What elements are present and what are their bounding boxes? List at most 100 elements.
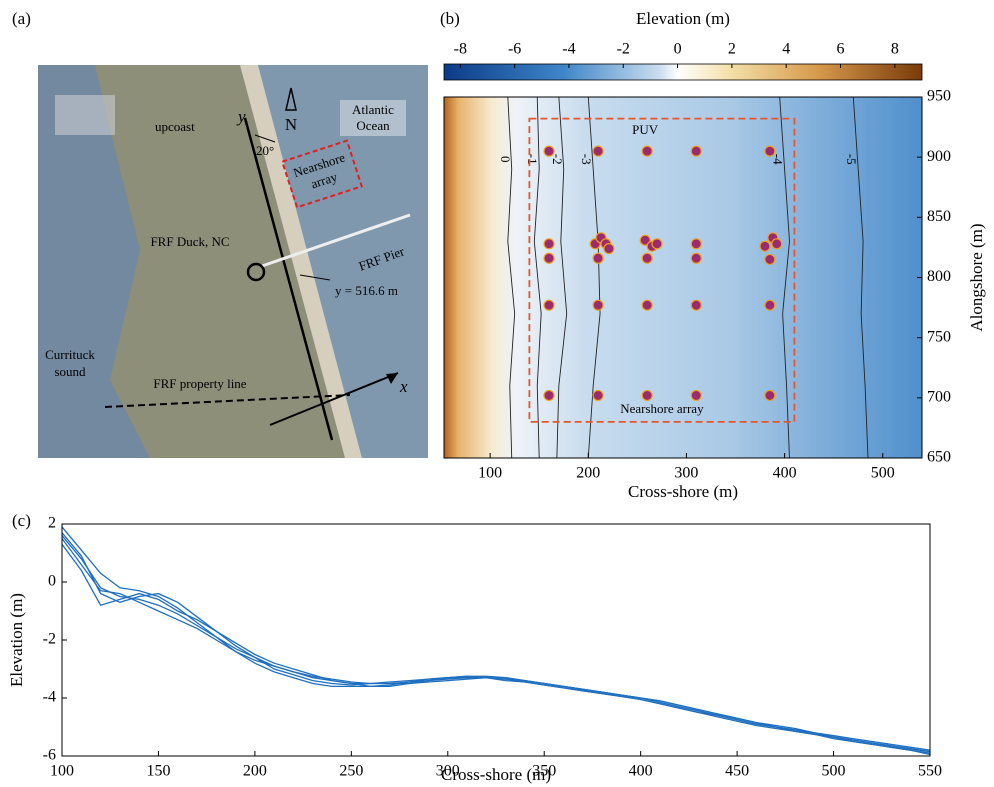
sensor-point — [603, 243, 615, 255]
panel-label: (b) — [440, 9, 460, 28]
sensor-point — [690, 252, 702, 264]
aerial-photo — [38, 65, 428, 458]
contour-label: -1 — [525, 154, 540, 165]
y-tick-label: -6 — [43, 747, 56, 764]
y-axis-label: Elevation (m) — [7, 593, 26, 687]
y-tick-label: 900 — [927, 148, 951, 165]
sensor-point — [592, 252, 604, 264]
sensor-point — [592, 299, 604, 311]
sensor-point — [690, 145, 702, 157]
x-tick-label: 300 — [436, 763, 460, 780]
map-label: sound — [54, 364, 86, 379]
map-label: FRF Duck, NC — [150, 234, 229, 249]
y-tick-label: 800 — [927, 268, 951, 285]
y-tick-label: 950 — [927, 88, 951, 105]
map-label: FRF property line — [153, 376, 246, 391]
y-tick-label: -4 — [43, 689, 56, 706]
contour-label: -5 — [844, 154, 859, 165]
colorbar-tick-label: 8 — [891, 41, 899, 58]
y-tick-label: 650 — [927, 449, 951, 466]
x-tick-label: 500 — [822, 763, 846, 780]
plot-frame — [61, 523, 931, 757]
contour-label: -3 — [579, 154, 594, 165]
y-tick-label: -2 — [43, 631, 56, 648]
sensor-point — [651, 238, 663, 250]
sensor-point — [543, 252, 555, 264]
x-axis-label: Cross-shore (m) — [628, 482, 738, 501]
map-label: x — [399, 377, 408, 396]
map-label: Atlantic — [352, 102, 394, 117]
y-tick-label: 700 — [927, 389, 951, 406]
sensor-point — [592, 389, 604, 402]
contour-label: -2 — [550, 154, 565, 165]
colorbar-tick-label: 4 — [782, 41, 790, 58]
colorbar-tick-label: -6 — [508, 41, 521, 58]
x-tick-label: 350 — [532, 763, 556, 780]
profile-line — [61, 526, 931, 754]
contour-line — [587, 96, 601, 459]
y-tick-label: 850 — [927, 208, 951, 225]
sensor-point — [690, 238, 702, 250]
x-tick-label: 300 — [674, 465, 698, 482]
contour-line — [852, 96, 869, 459]
colorbar — [443, 63, 923, 81]
colorbar-tick-label: 0 — [674, 41, 682, 58]
x-tick-label: 100 — [478, 465, 502, 482]
map-label: N — [285, 115, 297, 134]
profile-line — [61, 532, 931, 753]
sensor-point — [592, 145, 604, 157]
sensor-point — [764, 299, 776, 311]
map-label: 20° — [256, 143, 274, 158]
sensor-point — [641, 252, 653, 264]
colorbar-tick-label: -8 — [454, 41, 467, 58]
panel-label: (c) — [12, 511, 31, 530]
map-label: y = 516.6 m — [335, 283, 398, 298]
sensor-point — [764, 253, 776, 266]
annotation: PUV — [632, 122, 659, 137]
sensor-point — [543, 145, 555, 157]
y-tick-label: 2 — [48, 515, 56, 532]
x-tick-label: 400 — [773, 465, 797, 482]
contour-line — [533, 96, 542, 459]
sensor-point — [641, 145, 653, 157]
sensor-point — [641, 299, 653, 311]
profile-line — [61, 538, 931, 756]
map-label: Ocean — [356, 118, 390, 133]
contour-label: -4 — [771, 154, 786, 165]
profile-line — [61, 535, 931, 753]
x-tick-label: 200 — [243, 763, 267, 780]
sensor-point — [771, 238, 783, 250]
sensor-point — [543, 389, 555, 402]
x-tick-label: 550 — [918, 763, 942, 780]
array-box — [528, 117, 796, 423]
y-tick-label: 750 — [927, 328, 951, 345]
contour-label: 0 — [498, 156, 513, 163]
map-label: Currituck — [45, 347, 95, 362]
profile-line — [61, 543, 931, 751]
x-tick-label: 450 — [725, 763, 749, 780]
contour-line — [556, 96, 568, 459]
annotation: Nearshore array — [620, 401, 704, 416]
sensor-point — [690, 299, 702, 311]
sensor-point — [764, 389, 776, 402]
x-tick-label: 100 — [50, 763, 74, 780]
sensor-point — [543, 299, 555, 311]
y-axis-label: Alongshore (m) — [967, 223, 986, 331]
sensor-point — [639, 234, 651, 246]
colorbar-tick-label: -2 — [617, 41, 630, 58]
contour-line — [779, 96, 790, 459]
sensor-point — [690, 389, 702, 402]
x-tick-label: 200 — [576, 465, 600, 482]
x-axis-label: Cross-shore (m) — [441, 765, 551, 784]
map-label: y — [236, 107, 246, 126]
contour-line — [507, 96, 516, 459]
x-tick-label: 150 — [146, 763, 170, 780]
x-tick-label: 500 — [871, 465, 895, 482]
sensor-point — [641, 389, 653, 402]
colorbar-tick-label: 2 — [728, 41, 736, 58]
x-tick-label: 250 — [339, 763, 363, 780]
colorbar-tick-label: -4 — [562, 41, 575, 58]
sensor-point — [543, 238, 555, 250]
sensor-point — [764, 145, 776, 157]
